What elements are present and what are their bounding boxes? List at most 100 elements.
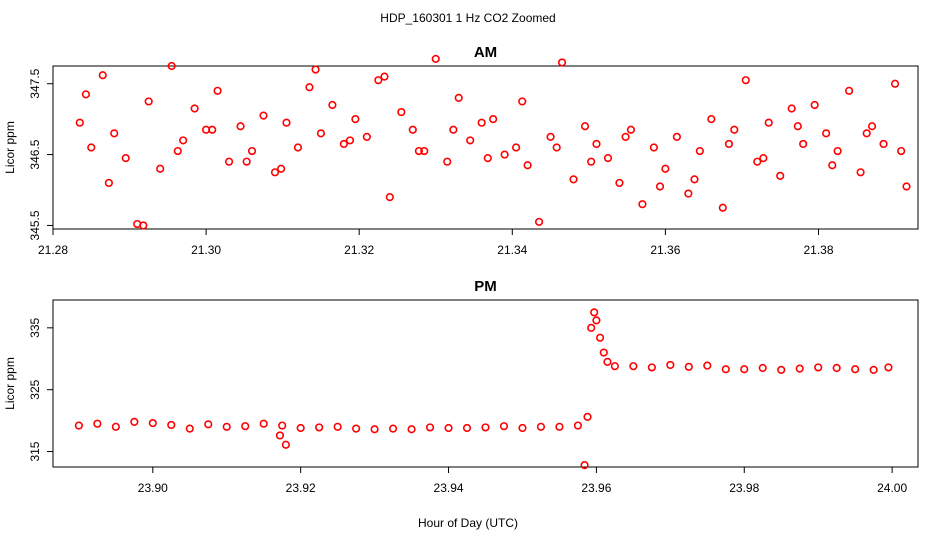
data-point [388,424,398,433]
chart-panels: AM 21.28 21.30 21.32 21.34 21.36 21.38 345.5 346… [3,44,919,495]
data-point [139,221,148,230]
data-point [753,157,762,166]
data-point [580,461,589,470]
data-point [352,424,361,433]
data-point [345,136,355,145]
data-point [587,157,596,166]
data-point [666,360,675,370]
data-point [204,420,213,429]
data-point [512,143,521,152]
data-point [787,104,796,113]
data-point [93,419,102,428]
data-point [241,422,250,431]
data-point [173,146,182,156]
data-point [167,420,176,430]
data-point [638,200,647,209]
data-point [208,125,217,134]
data-point [236,122,245,131]
panel-title: PM [474,278,497,295]
data-point [822,129,831,138]
data-point [534,217,544,227]
data-point [339,139,348,149]
x-tick-label: 23.92 [286,481,316,495]
data-point [259,111,268,120]
data-point [305,83,314,92]
data-point [481,423,490,432]
data-point [795,364,804,373]
x-tick-label: 21.34 [497,243,527,257]
data-point [270,168,280,177]
x-tick-label: 23.96 [581,481,611,495]
data-point [420,146,429,156]
data-point [74,421,83,430]
data-point [759,154,768,163]
data-point [278,421,287,430]
data-point [293,143,303,152]
y-axis-label: Licor ppm [3,121,17,174]
y-tick-label: 345.5 [28,210,42,240]
data-point [190,104,199,113]
data-point [351,115,360,124]
data-point [518,423,527,433]
data-point [148,418,157,428]
data-point [98,71,107,80]
data-point [144,97,153,106]
data-point [454,93,463,102]
data-point [111,422,120,431]
data-point [580,122,590,131]
data-point [316,129,326,138]
data-point [810,100,819,110]
data-point [672,132,681,141]
data-point [777,365,786,374]
data-point [603,154,613,163]
data-point [592,139,601,149]
data-point [75,118,84,127]
data-point [483,154,492,163]
data-point [862,129,871,138]
data-point [599,348,608,357]
data-point [592,316,601,325]
data-point [856,168,865,177]
x-axis-label: Hour of Day (UTC) [418,516,518,530]
data-point [385,193,394,202]
data-point [793,122,802,131]
data-point [684,362,693,371]
data-point [626,125,636,134]
data-point [595,333,605,342]
data-point [130,417,139,426]
data-point [110,129,119,138]
y-axis-label: Licor ppm [3,357,17,410]
data-point [185,424,194,433]
data-point [408,125,417,134]
data-point [724,139,734,149]
data-point [629,362,638,371]
data-point [799,139,808,149]
data-point [828,161,837,170]
data-point [610,362,619,371]
data-point [741,76,750,85]
data-point [647,363,656,372]
panel-0: AM 21.28 21.30 21.32 21.34 21.36 21.38 345.5 346… [3,44,919,257]
data-point [315,423,324,432]
data-point [851,365,860,374]
data-point [603,357,612,366]
x-tick-label: 21.30 [191,243,221,257]
data-point [282,118,291,127]
data-point [615,178,624,188]
data-point [362,132,371,141]
data-point [380,72,389,81]
data-point [721,365,730,374]
data-point [224,157,234,166]
data-point [590,308,599,317]
x-tick-label: 21.38 [803,243,833,257]
x-tick-label: 21.32 [344,243,374,257]
data-point [621,132,630,141]
data-point [397,107,406,117]
data-point [902,182,911,191]
x-tick-label: 21.28 [38,243,68,257]
data-point [869,365,878,374]
data-point [661,164,670,173]
data-point [499,422,509,431]
data-point [414,146,424,156]
data-point [814,363,823,372]
